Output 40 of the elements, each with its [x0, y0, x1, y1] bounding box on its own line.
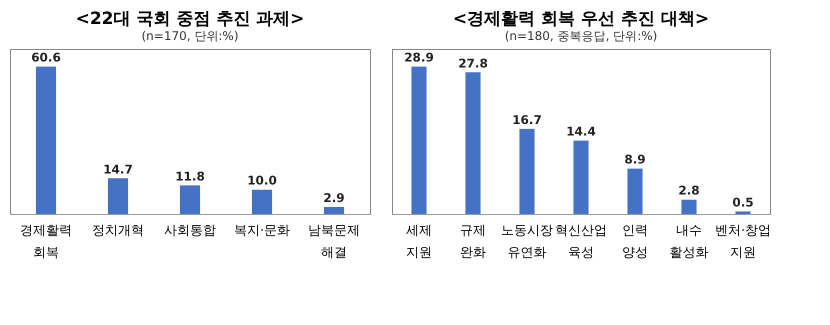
- chart-subtitle: (n=170, 단위:%): [141, 29, 239, 43]
- chart-subtitle: (n=180, 중복응답, 단위:%): [504, 29, 658, 43]
- bar: [735, 211, 751, 214]
- x-tick-label: 사회통합: [164, 224, 216, 238]
- bar: [36, 66, 56, 214]
- x-tick-label: 벤처·창업 지원: [714, 224, 772, 260]
- bar: [519, 128, 535, 214]
- data-label: 14.7: [103, 162, 133, 176]
- x-tick-label: 정치개혁: [92, 224, 144, 238]
- chart-title: <22대 국회 중점 추진 과제>: [76, 9, 304, 29]
- data-label: 2.8: [678, 184, 700, 198]
- data-label: 8.9: [624, 152, 646, 167]
- bar: [681, 200, 697, 214]
- bar: [465, 72, 481, 214]
- bar: [627, 168, 643, 214]
- data-label: 14.4: [566, 124, 596, 139]
- x-tick-label: 인력 양성: [622, 224, 648, 260]
- x-tick-label: 내수 활성화: [670, 224, 708, 260]
- data-label: 28.9: [404, 50, 434, 65]
- data-label: 10.0: [247, 174, 277, 188]
- data-label: 11.8: [175, 169, 205, 184]
- bar: [324, 206, 344, 214]
- bar: [573, 140, 589, 214]
- bar: [180, 185, 200, 214]
- x-tick-label: 복지·문화: [234, 224, 290, 238]
- bar: [108, 178, 128, 214]
- x-tick-label: 규제 완화: [460, 224, 486, 260]
- data-label: 27.8: [458, 56, 488, 70]
- bar: [411, 66, 427, 214]
- x-tick-label: 경제활력 회복: [20, 224, 72, 260]
- x-tick-label: 세제 지원: [406, 224, 432, 260]
- chart-title: <경제활력 회복 우선 추진 대책>: [452, 9, 710, 29]
- data-label: 0.5: [732, 195, 754, 210]
- data-label: 60.6: [31, 50, 61, 65]
- data-label: 16.7: [512, 112, 542, 127]
- data-label: 2.9: [323, 190, 345, 205]
- x-tick-label: 혁신산업 육성: [555, 224, 607, 260]
- x-tick-label: 남북문제 해결: [308, 224, 360, 260]
- bar: [252, 190, 272, 214]
- x-tick-label: 노동시장 유연화: [501, 224, 553, 260]
